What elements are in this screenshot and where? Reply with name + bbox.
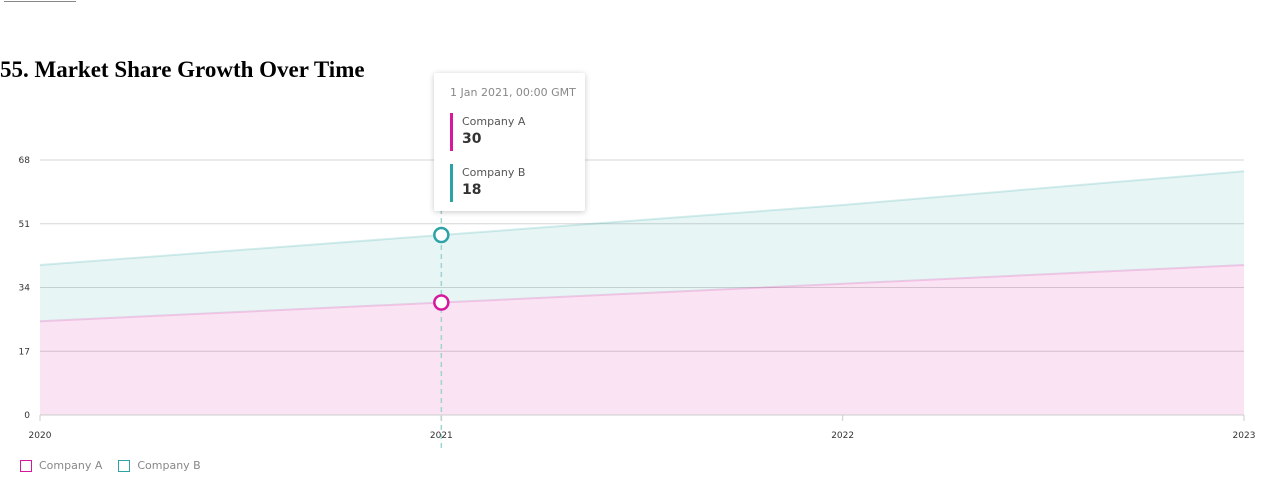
legend-label-company-a: Company A	[39, 459, 103, 472]
areas	[39, 170, 1245, 415]
hover-point-company-a[interactable]	[433, 294, 450, 311]
legend: Company A Company B	[20, 459, 201, 472]
tooltip-color-bar	[450, 164, 453, 202]
markers[interactable]	[433, 226, 450, 311]
tooltip-series-value: 30	[462, 131, 482, 147]
legend-swatch-company-a	[20, 459, 32, 472]
y-tick-label: 17	[19, 347, 30, 357]
tooltip-series-name: Company B	[462, 166, 526, 179]
legend-item-company-a[interactable]: Company A	[20, 459, 102, 472]
line-company-a	[39, 264, 1245, 323]
x-tick-label: 2023	[1233, 431, 1256, 441]
tooltip: 1 Jan 2021, 00:00 GMT Company A 30 Compa…	[434, 73, 585, 211]
x-tick-label: 2022	[831, 431, 854, 441]
y-tick-label: 34	[19, 284, 31, 294]
tooltip-header: 1 Jan 2021, 00:00 GMT	[450, 86, 576, 99]
page-title: 55. Market Share Growth Over Time	[0, 57, 365, 82]
top-tab-underline	[4, 0, 76, 2]
legend-label-company-b: Company B	[137, 459, 201, 472]
tooltip-series-company-b: Company B 18	[450, 164, 525, 202]
legend-item-company-b[interactable]: Company B	[118, 459, 201, 472]
area-company-a	[40, 265, 1244, 415]
grid	[40, 159, 1244, 352]
tooltip-series-name: Company A	[462, 115, 526, 128]
y-tick-label: 51	[19, 220, 30, 230]
y-tick-label: 0	[24, 411, 30, 421]
tooltip-series-company-a: Company A 30	[450, 113, 525, 151]
tooltip-series-value: 18	[462, 182, 482, 198]
legend-swatch-company-b	[118, 459, 131, 472]
x-tick-label: 2020	[29, 431, 52, 441]
x-tick-label: 2021	[430, 431, 453, 441]
y-tick-label: 68	[19, 156, 31, 166]
hover-point-company-b[interactable]	[433, 226, 450, 244]
tooltip-color-bar	[450, 113, 453, 151]
line-company-b	[39, 170, 1245, 266]
axes: 0 17 34 51 68 2020 2021 2022 2023	[19, 156, 1256, 441]
area-company-b	[40, 171, 1244, 322]
